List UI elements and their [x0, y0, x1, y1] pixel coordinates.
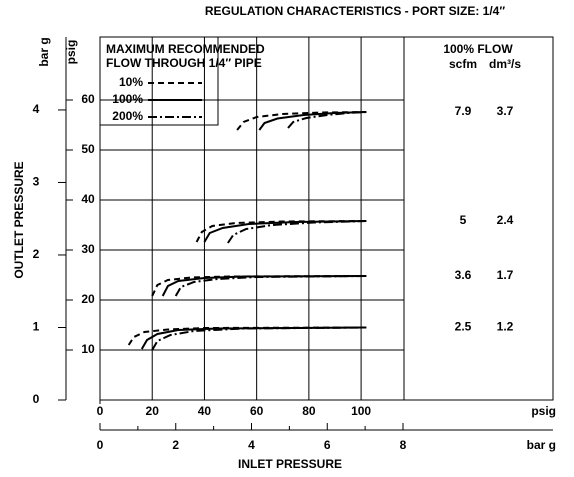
- legend-title: MAXIMUM RECOMMENDED: [106, 42, 265, 56]
- y-tick-label: 60: [81, 92, 95, 106]
- y2-tick-label: 0: [33, 392, 40, 406]
- x-tick-label: 20: [146, 404, 160, 418]
- curves: [127, 111, 367, 351]
- legend-label: 200%: [112, 109, 143, 123]
- table-cell: 7.9: [455, 104, 472, 118]
- x2-unit: bar g: [527, 438, 556, 452]
- chart-title: REGULATION CHARACTERISTICS - PORT SIZE: …: [205, 4, 505, 18]
- x-tick-label: 60: [250, 404, 264, 418]
- x2-tick-label: 8: [400, 438, 407, 452]
- legend-label: 100%: [112, 92, 143, 106]
- x-axis-title: INLET PRESSURE: [238, 457, 342, 471]
- table-cell: 3.7: [497, 104, 514, 118]
- curve: [127, 111, 367, 346]
- x2-tick-label: 6: [324, 438, 331, 452]
- table-cell: 1.7: [497, 268, 514, 282]
- y-tick-label: 20: [81, 292, 95, 306]
- legend: 10% 100% 200%: [112, 75, 202, 123]
- y2-tick-label: 3: [33, 175, 40, 189]
- x-tick-label: 0: [97, 404, 104, 418]
- table-cell: 1.2: [497, 320, 514, 334]
- legend-box: [99, 36, 219, 126]
- x-tick-label: 100: [351, 404, 371, 418]
- x-tick-label: 80: [302, 404, 316, 418]
- y2-unit: bar g: [37, 37, 51, 66]
- y-tick-label: 10: [81, 342, 95, 356]
- table-header: scfm: [449, 57, 477, 71]
- y-tick-label: 30: [81, 242, 95, 256]
- y2-tick-label: 1: [33, 320, 40, 334]
- flow-table: 7.9 3.7 5 2.4 3.6 1.7 2.5 1.2: [455, 104, 514, 334]
- table-cell: 2.4: [497, 213, 514, 227]
- x-tick-label: 40: [198, 404, 212, 418]
- y-axis-title: OUTLET PRESSURE: [12, 161, 26, 278]
- curve: [151, 111, 367, 351]
- plot-frame: [99, 36, 554, 401]
- legend-title: FLOW THROUGH 1/4″ PIPE: [106, 56, 262, 70]
- curve: [140, 111, 367, 350]
- y-tick-label: 50: [81, 142, 95, 156]
- x2-tick-label: 2: [172, 438, 179, 452]
- x2-tick-label: 4: [248, 438, 255, 452]
- y2-tick-label: 4: [33, 102, 40, 116]
- x2-tick-label: 0: [97, 438, 104, 452]
- y-unit: psig: [64, 40, 78, 65]
- table-cell: 3.6: [455, 268, 472, 282]
- table-header: dm³/s: [489, 57, 521, 71]
- y2-tick-label: 2: [33, 247, 40, 261]
- table-cell: 5: [460, 213, 467, 227]
- table-cell: 2.5: [455, 320, 472, 334]
- table-title: 100% FLOW: [443, 42, 513, 56]
- x-unit: psig: [531, 404, 556, 418]
- legend-label: 10%: [119, 75, 143, 89]
- y-tick-label: 40: [81, 192, 95, 206]
